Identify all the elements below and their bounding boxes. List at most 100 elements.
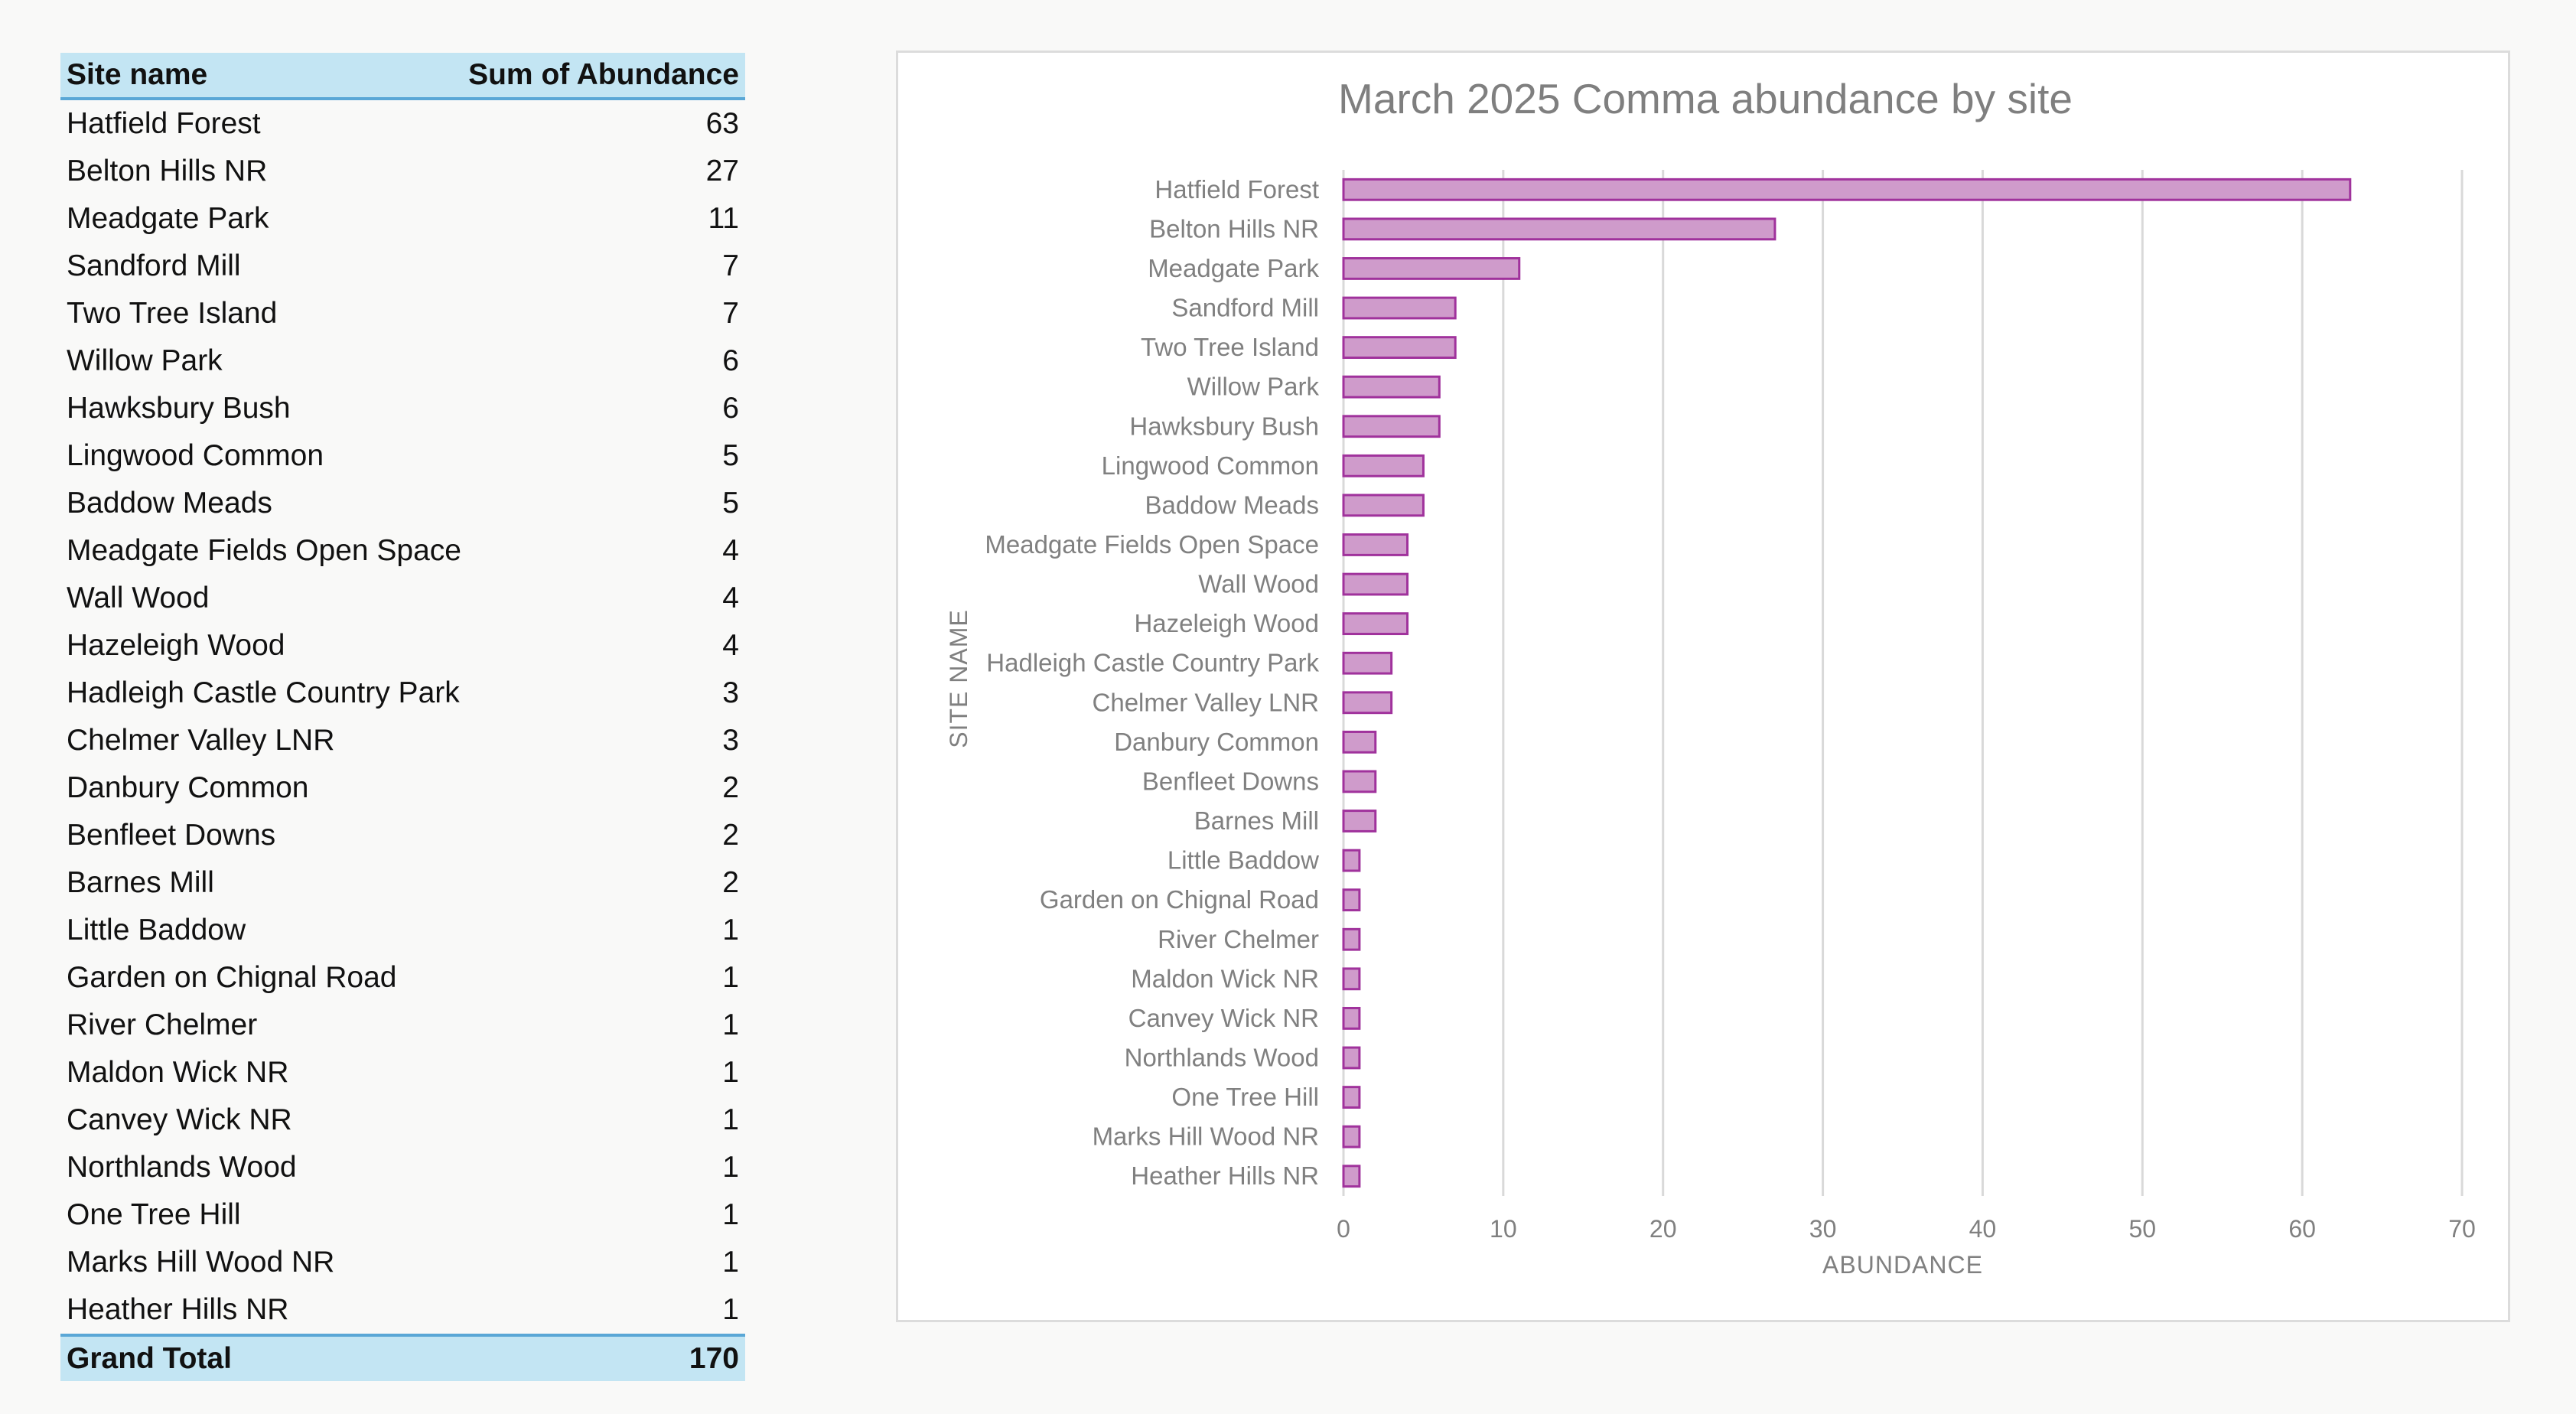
site-name-cell: Meadgate Park bbox=[67, 202, 269, 235]
bar[interactable] bbox=[1342, 967, 1361, 991]
table-row[interactable]: One Tree Hill 1 bbox=[60, 1191, 745, 1239]
table-row[interactable]: Belton Hills NR 27 bbox=[60, 148, 745, 195]
abundance-cell: 1 bbox=[722, 914, 739, 946]
bar[interactable] bbox=[1342, 691, 1393, 715]
abundance-cell: 11 bbox=[708, 202, 740, 235]
table-row[interactable]: Hawksbury Bush 6 bbox=[60, 385, 745, 432]
table-row[interactable]: Two Tree Island 7 bbox=[60, 290, 745, 337]
bar[interactable] bbox=[1342, 257, 1521, 280]
abundance-cell: 7 bbox=[722, 297, 739, 330]
table-row[interactable]: Little Baddow 1 bbox=[60, 907, 745, 954]
bar[interactable] bbox=[1342, 810, 1377, 832]
abundance-cell: 1 bbox=[722, 1246, 739, 1279]
category-label: Barnes Mill bbox=[1194, 806, 1319, 835]
category-label: Garden on Chignal Road bbox=[1040, 885, 1319, 914]
bar[interactable] bbox=[1342, 454, 1425, 477]
category-label: Heather Hills NR bbox=[1131, 1162, 1319, 1190]
bar[interactable] bbox=[1342, 336, 1457, 360]
bar[interactable] bbox=[1342, 651, 1393, 675]
chart-area[interactable]: March 2025 Comma abundance by site Hatfi… bbox=[896, 50, 2510, 1322]
bar[interactable] bbox=[1342, 1165, 1361, 1188]
pivot-header-row: Site name Sum of Abundance bbox=[60, 53, 745, 100]
site-name-cell: Hawksbury Bush bbox=[67, 392, 291, 425]
table-row[interactable]: Hadleigh Castle Country Park 3 bbox=[60, 670, 745, 717]
bar[interactable] bbox=[1342, 1086, 1361, 1109]
x-tick-label: 40 bbox=[1969, 1215, 1997, 1243]
table-row[interactable]: Maldon Wick NR 1 bbox=[60, 1049, 745, 1096]
bar[interactable] bbox=[1342, 296, 1457, 320]
category-label: One Tree Hill bbox=[1171, 1083, 1319, 1111]
bar[interactable] bbox=[1342, 888, 1361, 912]
abundance-cell: 1 bbox=[722, 1103, 739, 1136]
table-row[interactable]: Hatfield Forest 63 bbox=[60, 100, 745, 148]
bar[interactable] bbox=[1342, 1125, 1361, 1148]
category-label: Lingwood Common bbox=[1102, 451, 1319, 480]
x-axis-title[interactable]: ABUNDANCE bbox=[1822, 1251, 1983, 1279]
table-row[interactable]: Lingwood Common 5 bbox=[60, 432, 745, 480]
site-name-cell: Two Tree Island bbox=[67, 297, 278, 330]
table-row[interactable]: Willow Park 6 bbox=[60, 337, 745, 385]
bar[interactable] bbox=[1342, 1046, 1361, 1070]
bar[interactable] bbox=[1342, 375, 1441, 399]
bar[interactable] bbox=[1342, 533, 1409, 556]
abundance-cell: 63 bbox=[705, 107, 739, 140]
table-row[interactable]: Heather Hills NR 1 bbox=[60, 1286, 745, 1334]
bar-chart: March 2025 Comma abundance by site Hatfi… bbox=[945, 75, 2476, 1279]
table-row[interactable]: Northlands Wood 1 bbox=[60, 1144, 745, 1191]
pivot-grand-total-row[interactable]: Grand Total 170 bbox=[60, 1334, 745, 1381]
table-row[interactable]: Meadgate Fields Open Space 4 bbox=[60, 527, 745, 575]
bar[interactable] bbox=[1342, 572, 1409, 596]
bar[interactable] bbox=[1342, 730, 1377, 754]
abundance-cell: 4 bbox=[722, 534, 739, 567]
table-row[interactable]: Danbury Common 2 bbox=[60, 764, 745, 812]
table-row[interactable]: Garden on Chignal Road 1 bbox=[60, 954, 745, 1002]
table-row[interactable]: Chelmer Valley LNR 3 bbox=[60, 717, 745, 764]
bar[interactable] bbox=[1342, 849, 1361, 872]
bar[interactable] bbox=[1342, 494, 1425, 517]
abundance-cell: 4 bbox=[722, 629, 739, 662]
x-tick-label: 0 bbox=[1337, 1215, 1350, 1243]
chart-title[interactable]: March 2025 Comma abundance by site bbox=[1338, 75, 2073, 122]
table-row[interactable]: Hazeleigh Wood 4 bbox=[60, 622, 745, 670]
abundance-cell: 2 bbox=[722, 866, 739, 899]
bar[interactable] bbox=[1342, 927, 1361, 951]
bar[interactable] bbox=[1342, 217, 1776, 241]
site-name-cell: Chelmer Valley LNR bbox=[67, 724, 335, 757]
bar[interactable] bbox=[1342, 415, 1441, 438]
site-name-cell: Willow Park bbox=[67, 344, 223, 377]
table-row[interactable]: Marks Hill Wood NR 1 bbox=[60, 1239, 745, 1286]
category-label: Hazeleigh Wood bbox=[1134, 609, 1319, 637]
site-name-cell: Hazeleigh Wood bbox=[67, 629, 285, 662]
table-row[interactable]: River Chelmer 1 bbox=[60, 1002, 745, 1049]
table-row[interactable]: Wall Wood 4 bbox=[60, 575, 745, 622]
abundance-cell: 3 bbox=[722, 676, 739, 709]
category-label: River Chelmer bbox=[1158, 925, 1319, 953]
abundance-cell: 5 bbox=[722, 439, 739, 472]
header-sum-of-abundance[interactable]: Sum of Abundance bbox=[468, 58, 739, 91]
table-row[interactable]: Canvey Wick NR 1 bbox=[60, 1096, 745, 1144]
abundance-cell: 1 bbox=[722, 1008, 739, 1041]
table-row[interactable]: Meadgate Park 11 bbox=[60, 195, 745, 243]
site-name-cell: Marks Hill Wood NR bbox=[67, 1246, 335, 1279]
category-label: Baddow Meads bbox=[1145, 490, 1319, 519]
bar[interactable] bbox=[1342, 612, 1409, 636]
header-site-name[interactable]: Site name bbox=[67, 58, 208, 91]
category-label: Willow Park bbox=[1187, 373, 1320, 401]
category-label: Hawksbury Bush bbox=[1129, 412, 1319, 440]
bar[interactable] bbox=[1342, 1006, 1361, 1030]
table-row[interactable]: Benfleet Downs 2 bbox=[60, 812, 745, 859]
grand-total-label: Grand Total bbox=[67, 1342, 232, 1375]
site-name-cell: Baddow Meads bbox=[67, 487, 272, 520]
y-axis-title[interactable]: SITE NAME bbox=[945, 609, 972, 748]
bar[interactable] bbox=[1342, 770, 1377, 793]
table-row[interactable]: Sandford Mill 7 bbox=[60, 243, 745, 290]
table-row[interactable]: Barnes Mill 2 bbox=[60, 859, 745, 907]
gridlines bbox=[1342, 170, 2464, 1196]
site-name-cell: Lingwood Common bbox=[67, 439, 324, 472]
abundance-cell: 6 bbox=[722, 392, 739, 425]
x-tick-label: 70 bbox=[2448, 1215, 2476, 1243]
bar[interactable] bbox=[1342, 178, 2352, 201]
category-label: Belton Hills NR bbox=[1149, 214, 1319, 243]
x-tick-label: 10 bbox=[1490, 1215, 1517, 1243]
table-row[interactable]: Baddow Meads 5 bbox=[60, 480, 745, 527]
